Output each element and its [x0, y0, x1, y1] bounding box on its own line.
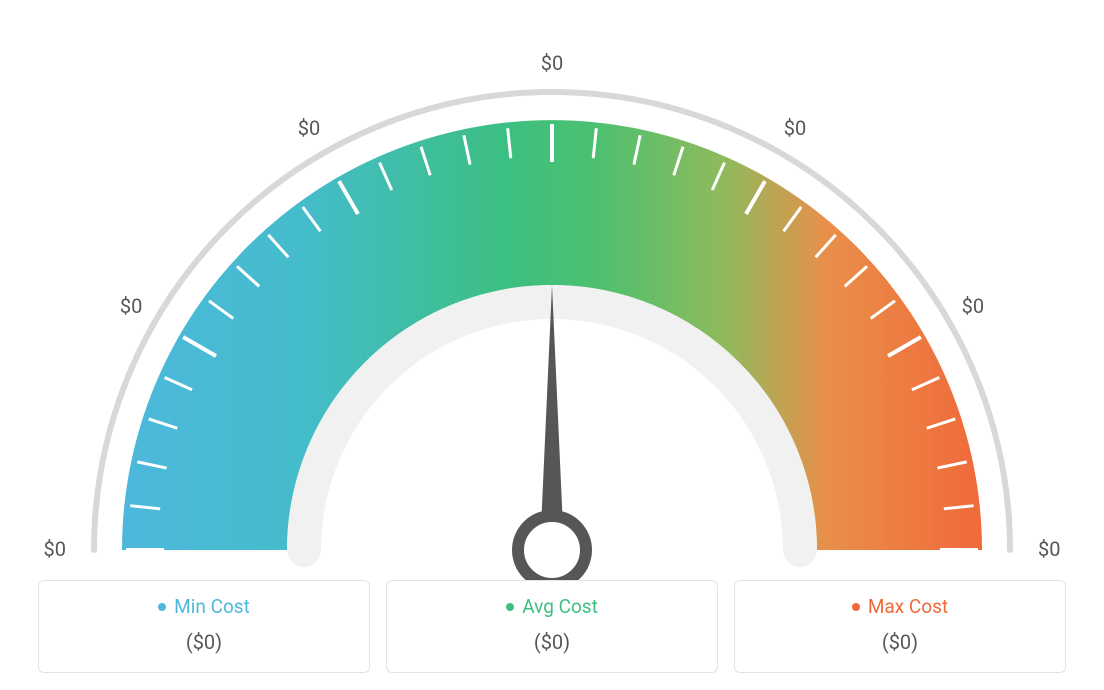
gauge-svg: $0 $0 $0 $0 $0 $0 $0: [38, 0, 1066, 600]
gauge-area: $0 $0 $0 $0 $0 $0 $0: [38, 0, 1066, 560]
legend-card-min: Min Cost ($0): [38, 580, 370, 673]
legend-value-avg: ($0): [397, 630, 707, 654]
dot-icon: [158, 603, 166, 611]
legend-title-min: Min Cost: [158, 595, 250, 618]
legend-label: Min Cost: [174, 595, 250, 618]
gauge-tick-label: $0: [120, 294, 142, 318]
dot-icon: [852, 603, 860, 611]
legend-label: Avg Cost: [522, 595, 598, 618]
cost-gauge-chart: $0 $0 $0 $0 $0 $0 $0 Min Cost ($0) Avg Cost ($…: [0, 0, 1104, 690]
legend-card-max: Max Cost ($0): [734, 580, 1066, 673]
gauge-tick-label: $0: [1038, 537, 1060, 561]
gauge-tick-label: $0: [298, 116, 320, 140]
legend: Min Cost ($0) Avg Cost ($0) Max Cost ($0…: [38, 580, 1066, 673]
gauge-tick-label: $0: [784, 116, 806, 140]
gauge-tick-label: $0: [44, 537, 66, 561]
legend-value-min: ($0): [49, 630, 359, 654]
legend-value-max: ($0): [745, 630, 1055, 654]
legend-label: Max Cost: [868, 595, 948, 618]
gauge-tick-label: $0: [541, 51, 563, 75]
gauge-tick-label: $0: [962, 294, 984, 318]
legend-title-max: Max Cost: [852, 595, 948, 618]
legend-title-avg: Avg Cost: [506, 595, 598, 618]
legend-card-avg: Avg Cost ($0): [386, 580, 718, 673]
dot-icon: [506, 603, 514, 611]
gauge-needle-hub: [518, 516, 586, 584]
